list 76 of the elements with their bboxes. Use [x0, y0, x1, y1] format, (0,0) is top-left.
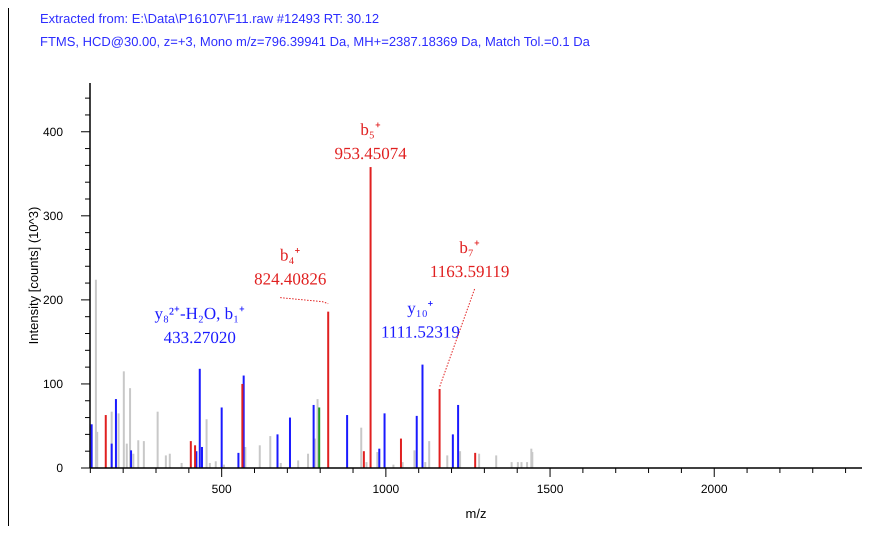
bar [510, 462, 513, 468]
bar [142, 441, 145, 468]
x-tick-label: 1500 [536, 482, 564, 496]
bar [452, 434, 454, 468]
y-axis-title: Intensity [counts] (10^3) [26, 206, 41, 344]
bar [526, 462, 528, 468]
bar [130, 450, 132, 468]
annotation: y₁₀⁺ 1111.52319 [381, 298, 460, 342]
bar [421, 364, 424, 468]
bar [378, 448, 380, 468]
bar [168, 454, 171, 468]
bar [180, 462, 183, 468]
y-tick-label: 100 [42, 376, 64, 391]
bar [327, 312, 330, 468]
bar [241, 384, 244, 468]
bar [474, 452, 476, 468]
bar [416, 416, 418, 468]
y-tick-label: 400 [42, 124, 64, 139]
annotation: y₈²⁺-H₂O, b₁⁺ 433.27020 [154, 304, 246, 347]
bar [400, 438, 402, 468]
y-tick-label: 0 [56, 461, 64, 475]
bar [428, 441, 430, 468]
bar [190, 441, 192, 468]
bar [122, 371, 125, 468]
bar [118, 413, 120, 468]
bar [156, 412, 159, 468]
x-axis-title: m/z [466, 506, 486, 521]
annotation: b₇⁺ 1163.59119 [430, 238, 510, 281]
x-tick-label: 1000 [372, 482, 400, 496]
chart-title: Extracted from: E:\Data\P16107\F11.raw #12493 RT: 30.12 [40, 11, 380, 26]
bar [114, 399, 117, 468]
bar [276, 434, 278, 468]
bar [370, 167, 372, 468]
x-tick-label: 2000 [700, 482, 728, 496]
chart-subtitle: FTMS, HCD@30.00, z=+3, Mono m/z=796.39941 Da, MH+=2387.18369 Da, Match Tol.=0.1 Da [40, 34, 591, 49]
bar [104, 415, 107, 468]
bar [438, 388, 441, 468]
bar [194, 445, 196, 468]
bar [110, 444, 113, 468]
bar [360, 428, 362, 468]
bar [220, 407, 223, 468]
bar [457, 404, 460, 468]
bar [137, 440, 140, 468]
bar [244, 446, 246, 468]
bar [237, 452, 240, 468]
bar [258, 445, 261, 468]
bar [280, 462, 282, 468]
bar [459, 451, 462, 468]
bar [198, 368, 201, 468]
y-tick-label: 300 [42, 208, 64, 223]
x-tick-label: 500 [212, 482, 232, 496]
bar [376, 452, 378, 468]
bar [297, 460, 300, 468]
annotation: b₅⁺ 953.45074 [334, 120, 408, 164]
bar [495, 455, 498, 468]
bar [312, 404, 315, 468]
bar [384, 413, 386, 468]
bar [307, 454, 310, 468]
bar [318, 407, 320, 468]
bar [365, 462, 368, 468]
bar [94, 280, 97, 468]
bar [413, 450, 416, 468]
y-tick-label: 200 [42, 292, 64, 307]
bar [346, 415, 348, 468]
bar [520, 462, 522, 468]
bar [446, 455, 448, 468]
bar [288, 418, 291, 468]
bar [164, 455, 167, 468]
bar [516, 462, 519, 468]
bar [132, 454, 134, 468]
annotation: b₄⁺ 824.40826 [254, 246, 326, 289]
bar [478, 454, 480, 468]
bar [362, 451, 365, 468]
bar [531, 452, 534, 468]
bar [206, 419, 208, 468]
bar [269, 436, 272, 468]
